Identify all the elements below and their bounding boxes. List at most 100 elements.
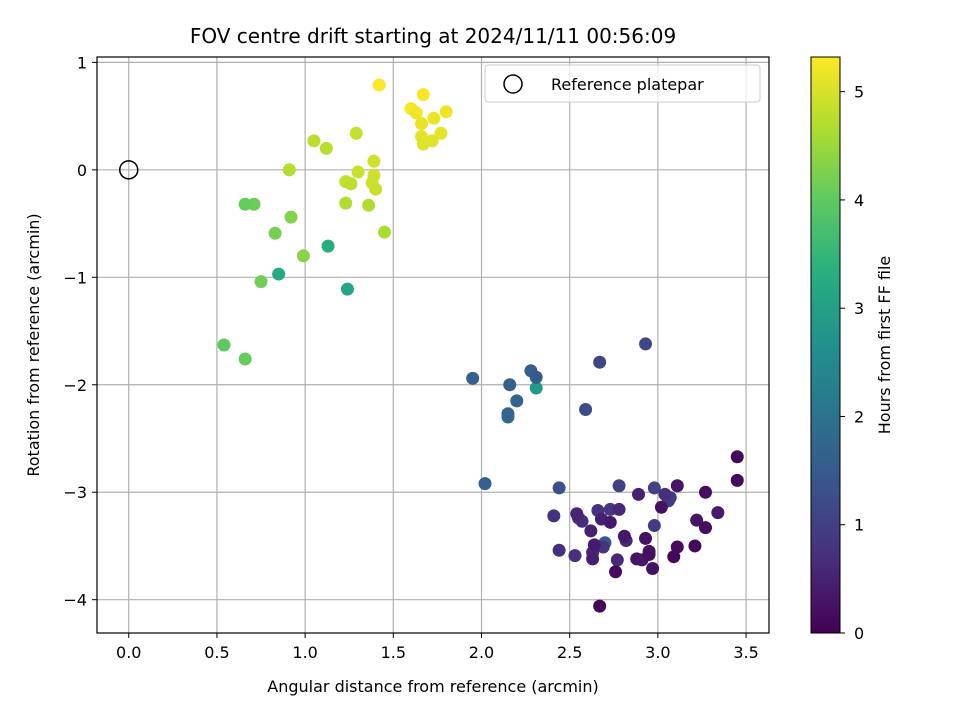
scatter-point bbox=[654, 500, 668, 514]
plot-area: 0.0 0.5 1.0 1.5 2.0 2.5 3.0 3.5 −4 −3 −2 −1 0 1 bbox=[63, 53, 770, 662]
scatter-point bbox=[667, 550, 681, 564]
x-tick-label: 0.5 bbox=[204, 643, 229, 662]
scatter-point bbox=[610, 553, 624, 567]
scatter-point bbox=[617, 529, 631, 543]
y-tick-label: 0 bbox=[77, 161, 87, 180]
scatter-point bbox=[529, 381, 543, 395]
scatter-point bbox=[416, 88, 430, 102]
scatter-point bbox=[593, 355, 607, 369]
scatter-point bbox=[377, 225, 391, 239]
scatter-point bbox=[568, 549, 582, 563]
scatter-point bbox=[367, 168, 381, 182]
colorbar-gradient bbox=[810, 56, 841, 634]
scatter-point bbox=[434, 126, 448, 140]
scatter-point bbox=[586, 552, 600, 566]
scatter-point bbox=[510, 394, 524, 408]
scatter-point bbox=[344, 177, 358, 191]
x-tick-label: 1.5 bbox=[381, 643, 406, 662]
scatter-point bbox=[529, 370, 543, 384]
colorbar-tick-label: 2 bbox=[854, 407, 864, 426]
scatter-point bbox=[699, 485, 713, 499]
colorbar-label: Hours from first FF file bbox=[875, 256, 894, 435]
legend-entry-reference: Reference platepar bbox=[551, 75, 704, 94]
scatter-point bbox=[349, 126, 363, 140]
colorbar-tick-label: 3 bbox=[854, 299, 864, 318]
y-tick-label: −3 bbox=[63, 483, 87, 502]
x-tick-label: 1.0 bbox=[292, 643, 317, 662]
colorbar-tick-label: 5 bbox=[854, 83, 864, 102]
colorbar-tick-label: 1 bbox=[854, 516, 864, 535]
scatter-point bbox=[688, 539, 702, 553]
scatter-point bbox=[547, 509, 561, 523]
x-tick-label: 3.0 bbox=[645, 643, 670, 662]
scatter-point bbox=[503, 378, 517, 392]
colorbar-tick-label: 0 bbox=[854, 624, 864, 643]
scatter-point bbox=[587, 538, 601, 552]
colorbar-ticks: 0 1 2 3 4 5 bbox=[840, 83, 864, 643]
scatter-point bbox=[369, 182, 383, 196]
scatter-point bbox=[584, 524, 598, 538]
y-tick-label: −4 bbox=[63, 591, 87, 610]
scatter-point bbox=[254, 275, 268, 289]
scatter-points bbox=[217, 78, 744, 613]
x-axis-ticks: 0.0 0.5 1.0 1.5 2.0 2.5 3.0 3.5 bbox=[116, 633, 759, 662]
scatter-point bbox=[427, 111, 441, 125]
scatter-point bbox=[268, 226, 282, 240]
reference-platepar-marker bbox=[118, 160, 139, 180]
chart-title: FOV centre drift starting at 2024/11/11 … bbox=[190, 24, 676, 48]
scatter-point bbox=[631, 487, 645, 501]
scatter-point bbox=[630, 552, 644, 566]
scatter-point bbox=[552, 543, 566, 557]
x-axis-label: Angular distance from reference (arcmin) bbox=[267, 677, 598, 696]
scatter-point bbox=[658, 487, 672, 501]
scatter-point bbox=[282, 163, 296, 177]
scatter-point bbox=[647, 519, 661, 533]
y-tick-label: 1 bbox=[77, 53, 87, 72]
scatter-point bbox=[609, 565, 623, 579]
scatter-point bbox=[362, 198, 376, 212]
y-tick-label: −2 bbox=[63, 376, 87, 395]
scatter-point bbox=[416, 137, 430, 151]
scatter-point bbox=[296, 249, 310, 263]
legend-marker bbox=[503, 74, 523, 94]
scatter-point bbox=[639, 531, 653, 545]
scatter-point bbox=[319, 141, 333, 155]
scatter-point bbox=[284, 210, 298, 224]
scatter-point bbox=[593, 599, 607, 613]
scatter-point bbox=[466, 371, 480, 385]
scatter-point bbox=[612, 479, 626, 493]
x-tick-label: 3.5 bbox=[733, 643, 758, 662]
scatter-point bbox=[639, 337, 653, 351]
y-tick-label: −1 bbox=[63, 268, 87, 287]
scatter-point bbox=[272, 267, 286, 281]
scatter-point bbox=[579, 402, 593, 416]
scatter-point bbox=[351, 165, 365, 179]
scatter-point bbox=[321, 239, 335, 253]
scatter-point bbox=[372, 78, 386, 92]
colorbar-tick-label: 4 bbox=[854, 191, 864, 210]
y-axis-label: Rotation from reference (arcmin) bbox=[24, 213, 43, 476]
colorbar: 0 1 2 3 4 5 Hours from first FF file bbox=[810, 56, 894, 643]
scatter-point bbox=[439, 105, 453, 119]
scatter-point bbox=[647, 481, 661, 495]
legend: Reference platepar bbox=[484, 64, 761, 103]
x-tick-label: 0.0 bbox=[116, 643, 141, 662]
scatter-point bbox=[642, 548, 656, 562]
scatter-point bbox=[409, 106, 423, 120]
scatter-point bbox=[501, 407, 515, 421]
scatter-point bbox=[307, 134, 321, 148]
scatter-point bbox=[570, 507, 584, 521]
scatter-point bbox=[730, 450, 744, 464]
scatter-point bbox=[238, 352, 252, 366]
scatter-point bbox=[367, 154, 381, 168]
scatter-point bbox=[690, 513, 704, 527]
scatter-point bbox=[415, 117, 429, 131]
scatter-point bbox=[612, 502, 626, 516]
legend-box bbox=[484, 64, 761, 103]
y-axis-ticks: −4 −3 −2 −1 0 1 bbox=[63, 53, 97, 610]
scatter-point bbox=[730, 473, 744, 487]
scatter-point bbox=[646, 562, 660, 576]
scatter-point bbox=[670, 479, 684, 493]
x-tick-label: 2.0 bbox=[469, 643, 494, 662]
